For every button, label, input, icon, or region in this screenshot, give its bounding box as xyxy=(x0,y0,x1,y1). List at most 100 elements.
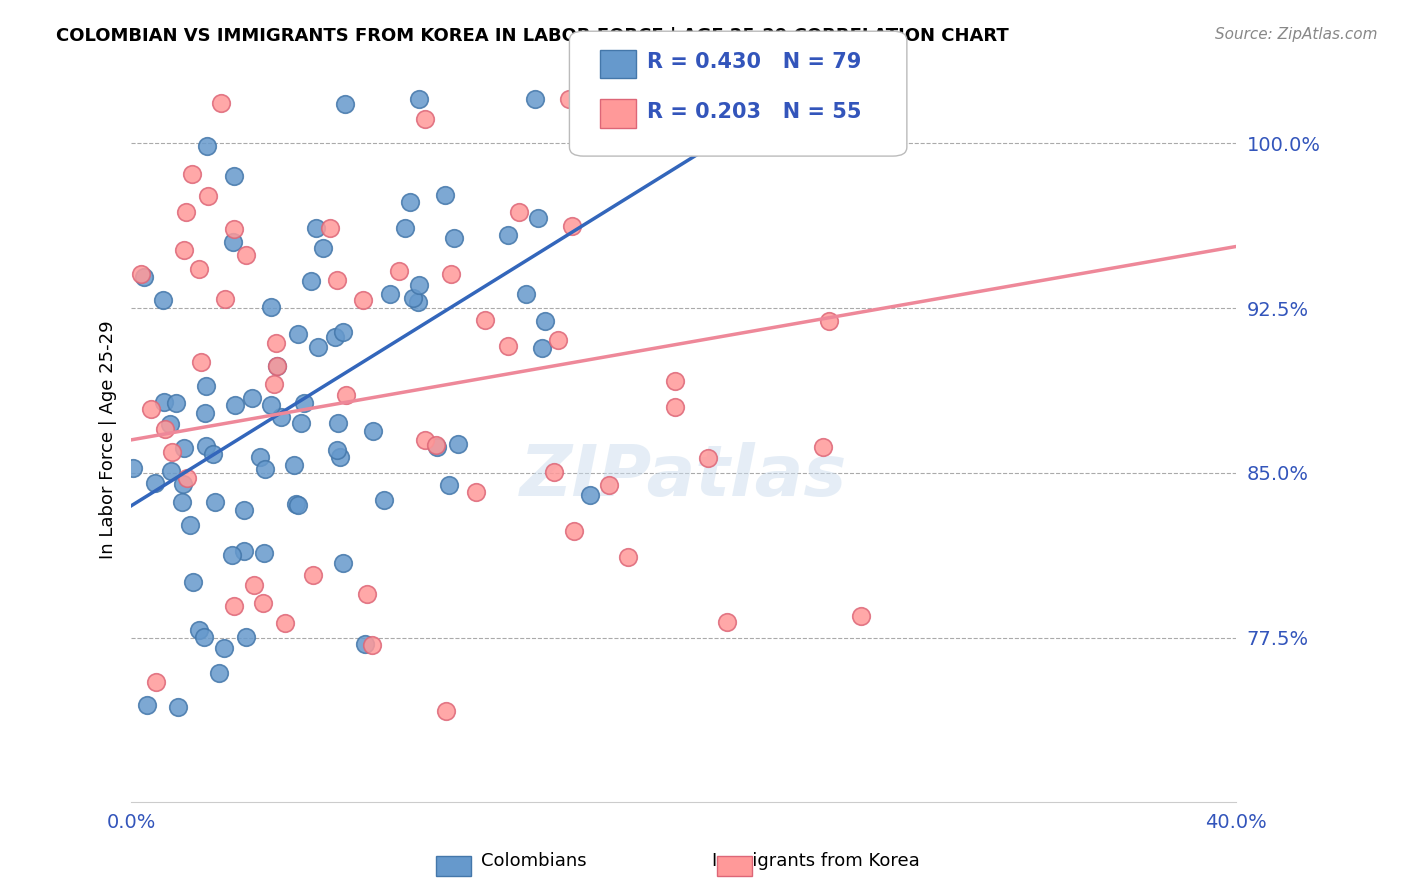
Point xyxy=(270,409,292,424)
Point xyxy=(252,596,274,610)
Point xyxy=(249,450,271,464)
Point xyxy=(543,465,565,479)
Point xyxy=(406,294,429,309)
Point xyxy=(253,546,276,560)
Point xyxy=(173,243,195,257)
Point xyxy=(194,438,217,452)
Point xyxy=(402,291,425,305)
Point xyxy=(153,394,176,409)
Point xyxy=(408,92,430,106)
Point xyxy=(508,205,530,219)
Text: Colombians: Colombians xyxy=(481,852,588,870)
Point xyxy=(160,464,183,478)
Point xyxy=(474,312,496,326)
Point xyxy=(425,438,447,452)
Point xyxy=(224,398,246,412)
Point xyxy=(496,227,519,242)
Point xyxy=(302,568,325,582)
Point xyxy=(266,359,288,373)
Point xyxy=(221,548,243,562)
Point xyxy=(617,549,640,564)
Point xyxy=(818,314,841,328)
Point xyxy=(598,478,620,492)
Point xyxy=(664,400,686,414)
Point xyxy=(305,221,328,235)
Point xyxy=(394,221,416,235)
Point xyxy=(214,641,236,656)
Point xyxy=(323,330,346,344)
Point xyxy=(173,442,195,456)
Point xyxy=(361,638,384,652)
Point xyxy=(193,630,215,644)
Text: COLOMBIAN VS IMMIGRANTS FROM KOREA IN LABOR FORCE | AGE 25-29 CORRELATION CHART: COLOMBIAN VS IMMIGRANTS FROM KOREA IN LA… xyxy=(56,27,1010,45)
Point xyxy=(547,333,569,347)
Point xyxy=(498,339,520,353)
Point xyxy=(301,274,323,288)
Point xyxy=(443,231,465,245)
Y-axis label: In Labor Force | Age 25-29: In Labor Force | Age 25-29 xyxy=(100,320,117,559)
Point xyxy=(283,458,305,472)
Point xyxy=(233,544,256,558)
Point xyxy=(515,287,537,301)
Point xyxy=(181,167,204,181)
Point xyxy=(440,268,463,282)
Point xyxy=(235,248,257,262)
Point xyxy=(434,704,457,718)
Point xyxy=(129,267,152,281)
Point xyxy=(447,437,470,451)
Point xyxy=(166,699,188,714)
Point xyxy=(562,524,585,538)
Point xyxy=(266,359,288,373)
Point xyxy=(335,96,357,111)
Point xyxy=(439,478,461,492)
Point xyxy=(388,264,411,278)
Point xyxy=(181,575,204,590)
Point xyxy=(274,615,297,630)
Point xyxy=(413,112,436,126)
Point xyxy=(307,340,329,354)
Point xyxy=(531,341,554,355)
Point xyxy=(188,262,211,277)
Point xyxy=(222,235,245,250)
Point xyxy=(197,189,219,203)
Point xyxy=(139,401,162,416)
Point xyxy=(233,502,256,516)
Point xyxy=(132,269,155,284)
Point xyxy=(353,293,375,308)
Point xyxy=(561,219,583,233)
Point xyxy=(202,447,225,461)
Point xyxy=(579,488,602,502)
Point xyxy=(408,278,430,293)
Point xyxy=(254,462,277,476)
Point xyxy=(811,440,834,454)
Point xyxy=(222,222,245,236)
Point xyxy=(292,396,315,410)
Point xyxy=(145,675,167,690)
Point xyxy=(214,293,236,307)
Point xyxy=(240,391,263,405)
Point xyxy=(332,556,354,570)
Point xyxy=(290,416,312,430)
Point xyxy=(159,417,181,431)
Point xyxy=(335,388,357,402)
Point xyxy=(287,498,309,512)
Point xyxy=(194,406,217,420)
Point xyxy=(160,445,183,459)
Point xyxy=(195,379,218,393)
Point xyxy=(696,450,718,465)
Point xyxy=(356,586,378,600)
Point xyxy=(243,578,266,592)
Point xyxy=(433,188,456,202)
Point xyxy=(354,637,377,651)
Point xyxy=(326,443,349,458)
Point xyxy=(329,450,352,464)
Point xyxy=(165,396,187,410)
Point xyxy=(136,698,159,712)
Point xyxy=(176,205,198,219)
Point xyxy=(380,287,402,301)
Point xyxy=(188,624,211,638)
Point xyxy=(426,440,449,454)
Point xyxy=(172,477,194,491)
Point xyxy=(152,293,174,307)
Point xyxy=(312,241,335,255)
